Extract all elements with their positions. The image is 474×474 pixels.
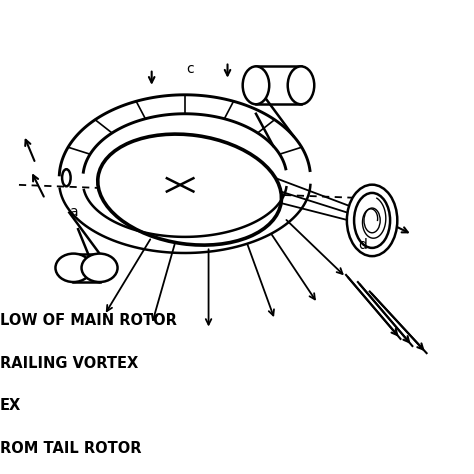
Ellipse shape xyxy=(288,66,314,104)
Ellipse shape xyxy=(55,254,91,282)
Ellipse shape xyxy=(354,193,390,248)
Ellipse shape xyxy=(364,208,380,233)
Text: EX: EX xyxy=(0,398,21,413)
Ellipse shape xyxy=(98,134,282,245)
Ellipse shape xyxy=(347,185,397,256)
Text: c: c xyxy=(186,63,193,76)
Text: ROM TAIL ROTOR: ROM TAIL ROTOR xyxy=(0,441,142,456)
Text: RAILING VORTEX: RAILING VORTEX xyxy=(0,356,138,371)
Text: d: d xyxy=(358,238,367,252)
Ellipse shape xyxy=(82,254,118,282)
Ellipse shape xyxy=(243,66,269,104)
Ellipse shape xyxy=(62,169,71,186)
Text: LOW OF MAIN ROTOR: LOW OF MAIN ROTOR xyxy=(0,313,177,328)
Text: a: a xyxy=(69,205,77,219)
